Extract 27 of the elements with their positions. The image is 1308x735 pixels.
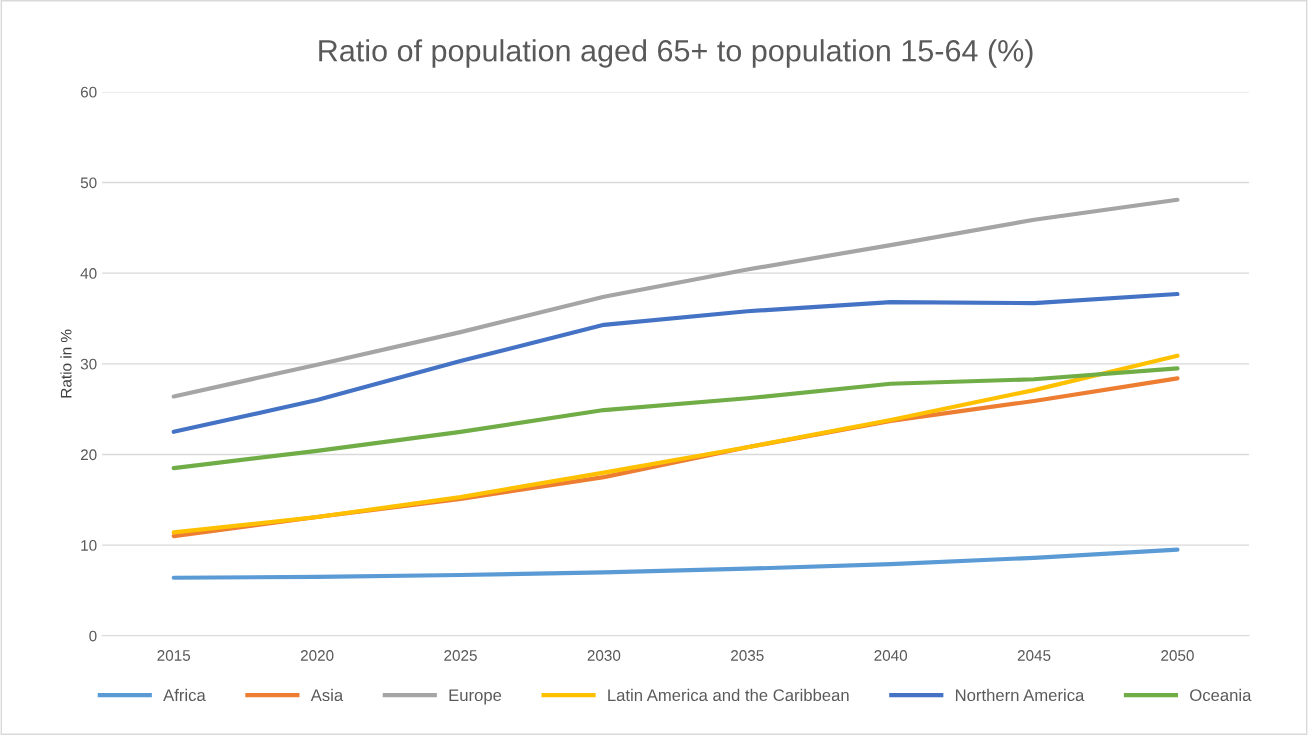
y-tick-label: 0 — [89, 630, 97, 642]
x-tick-label: 2020 — [300, 650, 334, 661]
y-tick-label: 40 — [80, 268, 97, 279]
line-series — [171, 366, 1180, 471]
legend-label: Latin America and the Caribbean — [608, 688, 849, 702]
y-tick-label: 50 — [80, 177, 97, 189]
y-tick-label: 60 — [80, 86, 97, 98]
chart-title: Ratio of population aged 65+ to population 15-64 (%) — [319, 39, 1033, 68]
legend-label: Oceania — [1190, 688, 1252, 702]
x-tick-label: 2040 — [874, 650, 908, 661]
legend-label: Europe — [449, 689, 502, 705]
x-tick-label: 2050 — [1161, 650, 1194, 661]
y-axis-title: Ratio in % — [60, 329, 72, 398]
y-tick-label: 10 — [81, 539, 97, 551]
legend-label: Northern America — [955, 688, 1085, 702]
x-tick-label: 2035 — [731, 650, 764, 661]
line-series — [171, 197, 1180, 399]
legend-label: Asia — [310, 688, 344, 702]
y-tick-label: 20 — [80, 449, 97, 461]
x-tick-label: 2045 — [1017, 650, 1051, 661]
x-tick-label: 2015 — [157, 650, 191, 661]
legend-label: Africa — [163, 688, 206, 702]
line-series — [171, 291, 1180, 434]
x-tick-label: 2030 — [587, 650, 621, 661]
line-series — [171, 547, 1180, 580]
x-tick-label: 2025 — [444, 650, 477, 661]
y-tick-label: 30 — [80, 358, 97, 370]
